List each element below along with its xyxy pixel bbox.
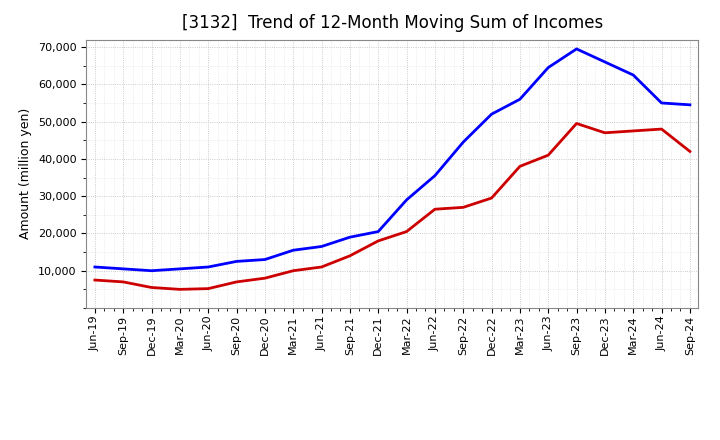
Line: Ordinary Income: Ordinary Income [95,49,690,271]
Ordinary Income [459,139,467,145]
Ordinary Income [629,72,637,77]
Ordinary Income [261,257,269,262]
Y-axis label: Amount (million yen): Amount (million yen) [19,108,32,239]
Ordinary Income [204,264,212,270]
Ordinary Income [600,59,609,65]
Net Income [148,285,156,290]
Ordinary Income [516,97,524,102]
Ordinary Income [346,235,354,240]
Ordinary Income [685,102,694,107]
Net Income [516,164,524,169]
Net Income [572,121,581,126]
Ordinary Income [374,229,382,234]
Net Income [233,279,241,285]
Net Income [487,195,496,201]
Ordinary Income [402,197,411,202]
Net Income [629,128,637,134]
Ordinary Income [91,264,99,270]
Net Income [402,229,411,234]
Net Income [289,268,297,273]
Ordinary Income [233,259,241,264]
Net Income [431,206,439,212]
Title: [3132]  Trend of 12-Month Moving Sum of Incomes: [3132] Trend of 12-Month Moving Sum of I… [181,15,603,33]
Line: Net Income: Net Income [95,124,690,290]
Net Income [459,205,467,210]
Net Income [657,126,666,132]
Ordinary Income [487,111,496,117]
Net Income [685,149,694,154]
Ordinary Income [544,65,552,70]
Ordinary Income [119,266,127,271]
Ordinary Income [176,266,184,271]
Net Income [204,286,212,291]
Net Income [318,264,326,270]
Net Income [600,130,609,136]
Net Income [544,153,552,158]
Net Income [119,279,127,285]
Net Income [91,277,99,282]
Ordinary Income [289,248,297,253]
Ordinary Income [431,173,439,178]
Ordinary Income [148,268,156,273]
Ordinary Income [572,46,581,51]
Net Income [176,287,184,292]
Net Income [346,253,354,258]
Ordinary Income [657,100,666,106]
Net Income [374,238,382,244]
Ordinary Income [318,244,326,249]
Net Income [261,275,269,281]
